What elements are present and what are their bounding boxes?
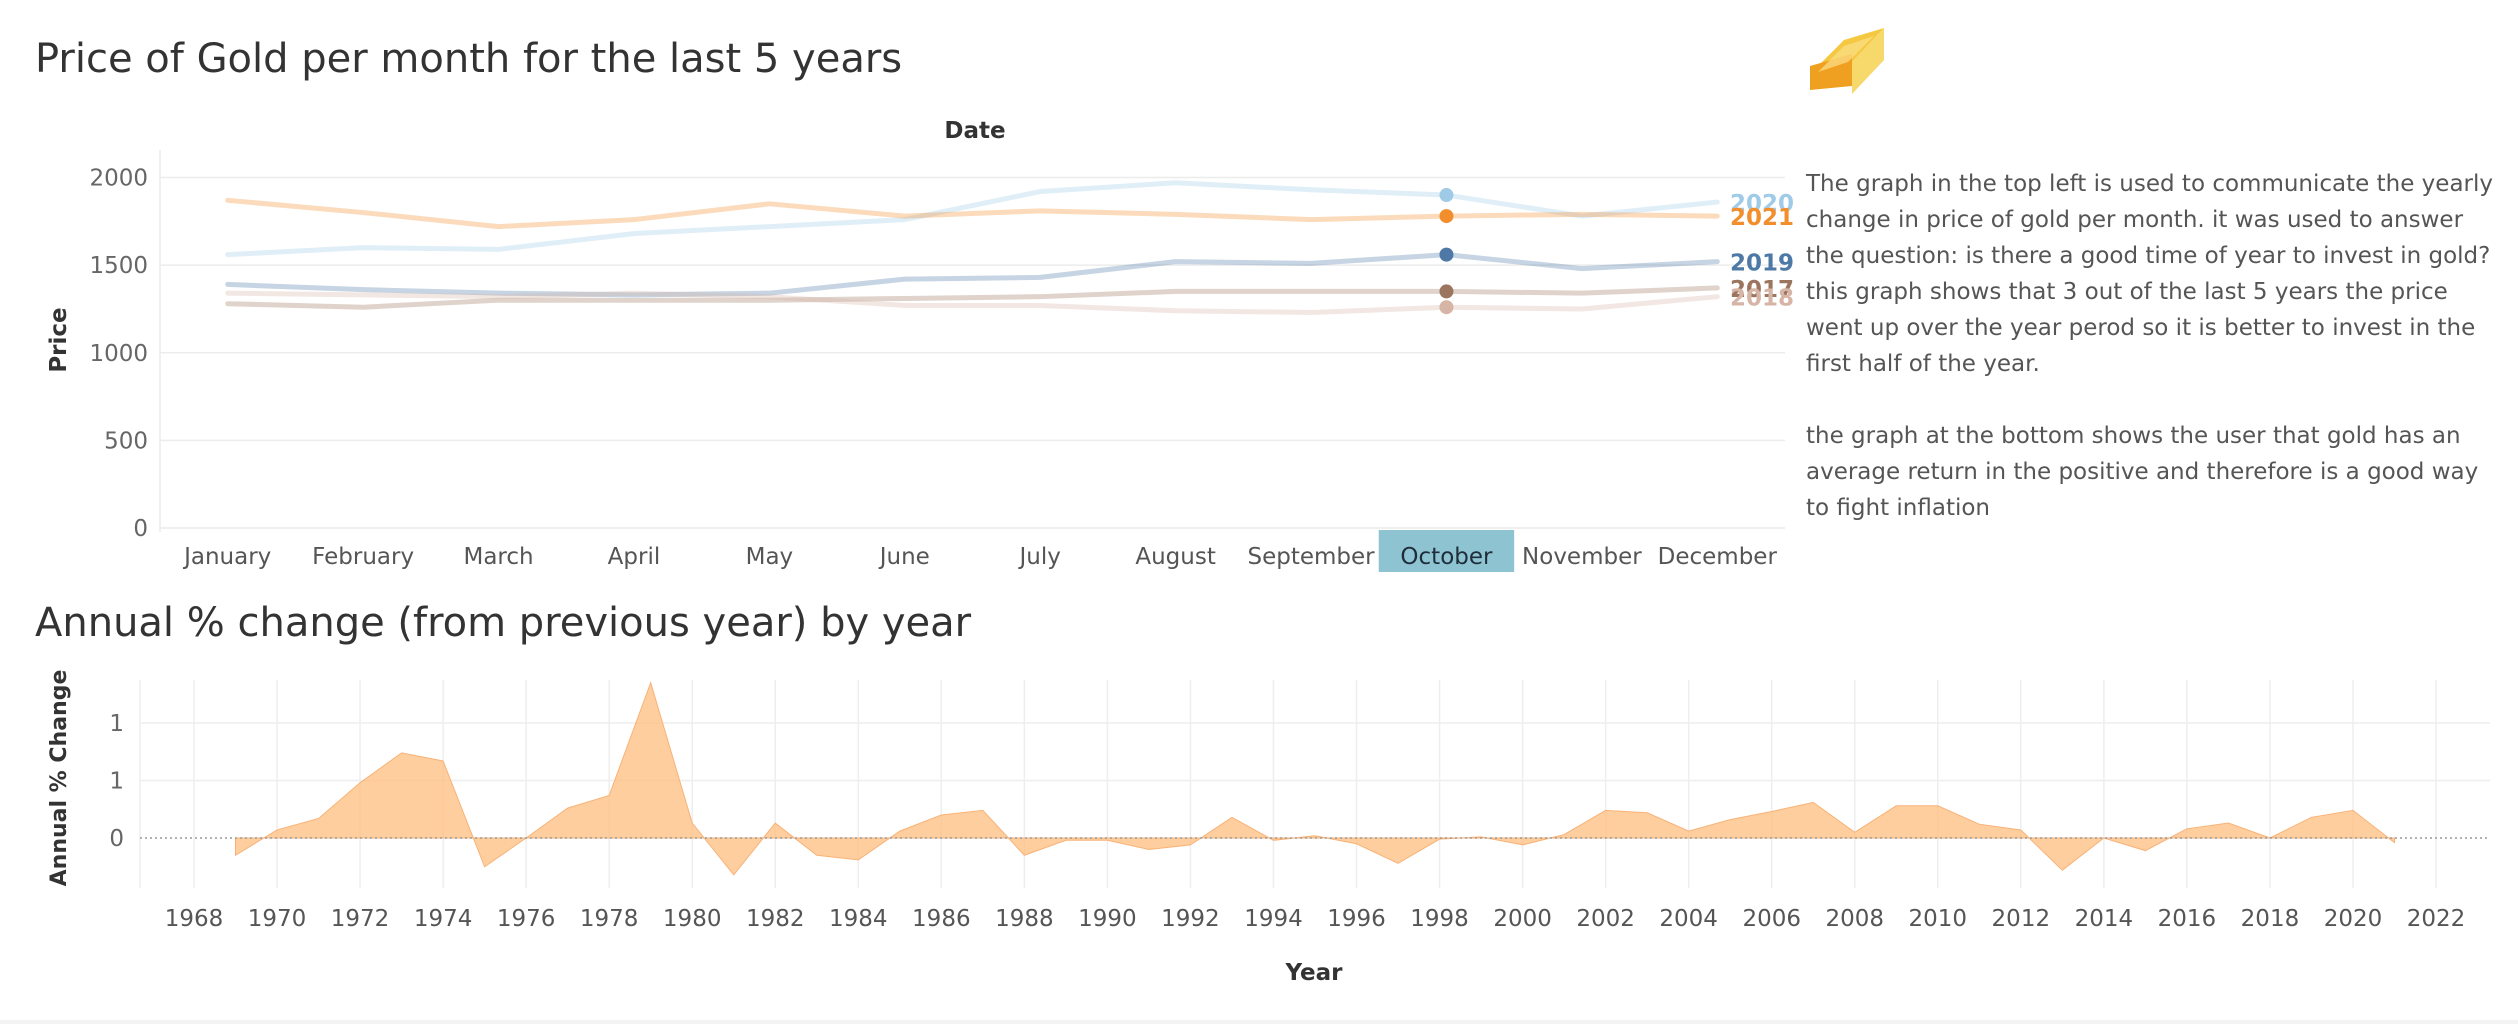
x-tick-label: 2004 (1659, 906, 1718, 932)
x-tick-label: 1982 (746, 906, 805, 932)
series-label-2017: 2017 (1730, 277, 1794, 303)
x-tick-label: 1992 (1161, 906, 1220, 932)
x-tick-label: 1986 (912, 906, 971, 932)
gold-bar-icon (1810, 28, 1884, 94)
series-line-2021 (225, 197, 1720, 230)
annual-change-area (234, 681, 2396, 876)
x-tick-label: 1988 (995, 906, 1054, 932)
y-axis-title: Annual % Change (47, 670, 72, 887)
y-tick-label: 2000 (89, 166, 148, 192)
highlight-point-2018 (1439, 300, 1454, 315)
area-chart-title: Annual % change (from previous year) by … (35, 600, 972, 646)
x-tick-label: October (1400, 544, 1493, 570)
x-tick-label: 2020 (2324, 906, 2383, 932)
x-tick-label: 2016 (2158, 906, 2217, 932)
highlight-category-cell (1378, 530, 1515, 572)
x-tick-label: November (1522, 544, 1642, 570)
series-line-2020 (225, 180, 1720, 258)
y-axis-title: Price (46, 307, 72, 372)
x-tick-label: 2018 (2241, 906, 2300, 932)
x-tick-label: 1998 (1410, 906, 1469, 932)
x-tick-label: 2000 (1493, 906, 1552, 932)
x-tick-label: February (312, 544, 414, 570)
x-tick-label: 1984 (829, 906, 888, 932)
y-tick-label: 1 (109, 769, 124, 795)
x-tick-label: September (1247, 544, 1375, 570)
x-axis-title: Date (944, 118, 1005, 144)
x-axis-title: Year (1284, 960, 1343, 986)
x-tick-label: 2022 (2407, 906, 2466, 932)
highlight-point-2021 (1439, 209, 1454, 224)
x-tick-label: 1996 (1327, 906, 1386, 932)
line-chart-title: Price of Gold per month for the last 5 y… (35, 36, 903, 82)
x-tick-label: 1978 (580, 906, 639, 932)
y-tick-label: 0 (133, 516, 148, 542)
x-tick-label: December (1658, 544, 1778, 570)
x-tick-label: June (878, 544, 930, 570)
x-tick-label: 1990 (1078, 906, 1137, 932)
x-tick-label: 1974 (414, 906, 473, 932)
series-line-2017 (225, 285, 1720, 310)
series-label-2019: 2019 (1730, 251, 1794, 277)
x-tick-label: January (182, 544, 271, 570)
series-line-2019 (225, 252, 1720, 298)
series-label-2021: 2021 (1730, 205, 1794, 231)
description-paragraph-1: The graph in the top left is used to com… (1806, 171, 2493, 377)
y-tick-label: 1000 (89, 341, 148, 367)
x-tick-label: 2012 (1992, 906, 2051, 932)
x-tick-label: August (1135, 544, 1216, 570)
area-chart[interactable]: 1968 1970 1972 1974 1976 1978 1980 1982 1984 1986… (47, 670, 2490, 986)
x-tick-label: 1970 (248, 906, 307, 932)
line-chart[interactable]: 0 500 1000 1500 2000 January February March Apri… (46, 118, 1794, 572)
bottom-divider (0, 1020, 2518, 1024)
highlight-point-2019 (1439, 247, 1454, 262)
series-line-2018 (225, 290, 1720, 315)
series-label-2020: 2020 (1730, 191, 1794, 217)
x-tick-label: 2010 (1909, 906, 1968, 932)
x-tick-label: 1968 (165, 906, 224, 932)
x-tick-label: 1980 (663, 906, 722, 932)
x-tick-label: April (608, 544, 661, 570)
y-tick-label: 0 (109, 826, 124, 852)
x-tick-label: May (746, 544, 794, 570)
x-tick-label: March (463, 544, 533, 570)
y-tick-label: 1 (109, 711, 124, 737)
series-label-2018: 2018 (1730, 286, 1794, 312)
x-tick-label: 2014 (2075, 906, 2134, 932)
y-tick-label: 1500 (89, 253, 148, 279)
x-tick-label: July (1018, 544, 1061, 570)
x-tick-label: 1972 (331, 906, 390, 932)
x-tick-label: 1994 (1244, 906, 1303, 932)
x-tick-label: 2006 (1742, 906, 1801, 932)
highlight-point-2017 (1439, 284, 1454, 299)
x-tick-label: 2002 (1576, 906, 1635, 932)
x-tick-label: 1976 (497, 906, 556, 932)
highlight-point-2020 (1439, 188, 1454, 203)
description-paragraph-2: the graph at the bottom shows the user t… (1806, 423, 2479, 521)
y-tick-label: 500 (104, 428, 148, 454)
x-tick-label: 2008 (1825, 906, 1884, 932)
